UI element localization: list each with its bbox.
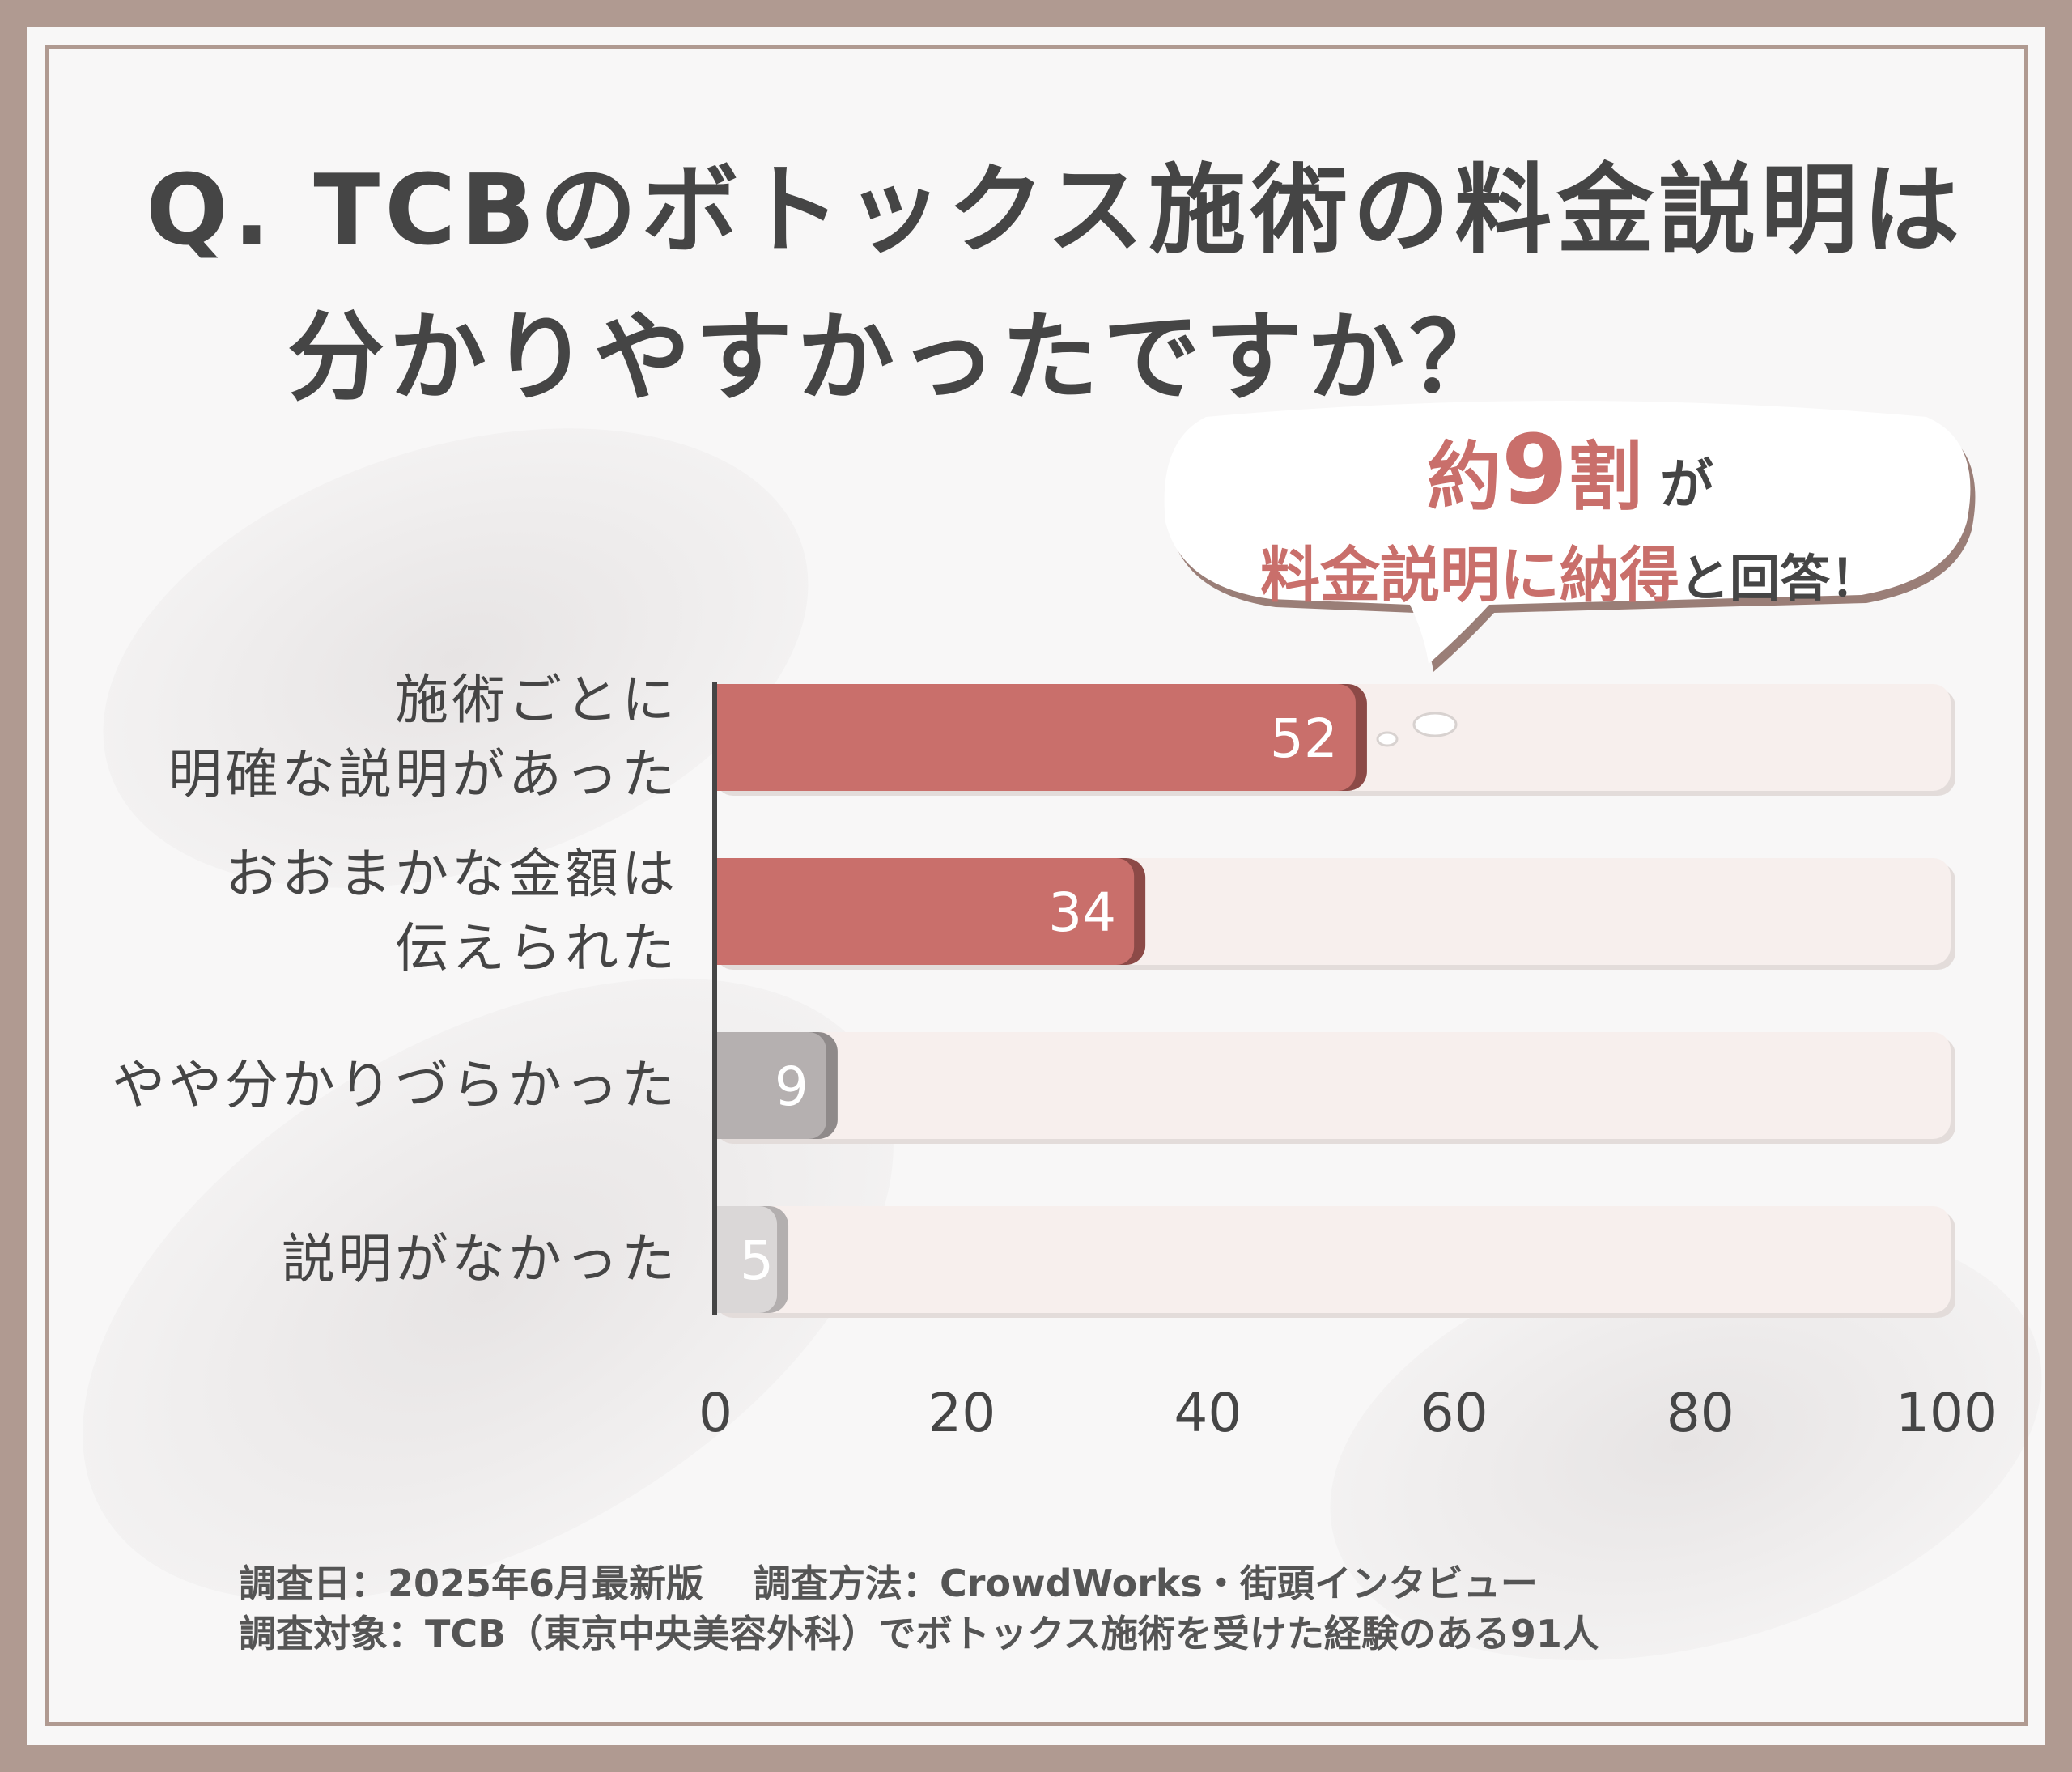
x-tick-label: 80 (1667, 1382, 1734, 1444)
bar-value-label: 5 (740, 1230, 774, 1292)
callout-line2: 料金説明に納得と回答！ (1166, 532, 1975, 623)
x-tick-label: 20 (928, 1382, 996, 1444)
bar-track (715, 1032, 1951, 1139)
decorative-frame (45, 45, 2028, 1726)
category-label: おおまかな金額は (225, 843, 678, 905)
survey-target: 調査対象：TCB（東京中央美容外科）でボトックス施術を受けた経験のある91人 (239, 1612, 1599, 1655)
thought-dot-small (1376, 731, 1399, 747)
bar-left-square (715, 1206, 740, 1313)
bar (715, 858, 1135, 965)
chart-title-line1: Q. TCBのボトックス施術の料金説明は (146, 155, 1965, 267)
chart-title: Q. TCBのボトックス施術の料金説明は 分かりやすかったですか？ (146, 138, 1975, 432)
survey-date-method: 調査日：2025年6月最新版 調査方法：CrowdWorks・街頭インタビュー (239, 1562, 1538, 1605)
x-tick-label: 100 (1896, 1382, 1998, 1444)
bar-left-square (715, 684, 740, 791)
speech-bubble (1164, 401, 1976, 672)
x-tick-label: 60 (1420, 1382, 1488, 1444)
x-tick-label: 40 (1174, 1382, 1242, 1444)
callout-accent-number: 9 (1501, 414, 1569, 525)
category-label: 明確な説明があった (168, 743, 678, 805)
bar-left-square (715, 858, 740, 965)
callout-line1: 約9割が (1166, 421, 1975, 533)
bar-left-square (715, 1032, 740, 1139)
callout-plain-text: が (1660, 453, 1714, 516)
bar-value-label: 34 (1048, 882, 1116, 944)
bar (715, 684, 1356, 791)
category-label: 伝えられた (395, 917, 678, 979)
bar-value-label: 52 (1270, 708, 1338, 770)
bar (715, 1032, 826, 1139)
category-label: 説明がなかった (282, 1228, 678, 1290)
callout-plain-text-2: と回答！ (1679, 549, 1880, 608)
x-tick-label: 0 (698, 1382, 732, 1444)
callout-accent-text: 料金説明に納得 (1259, 541, 1679, 610)
category-label: 施術ごとに (395, 669, 678, 731)
bar-value-label: 9 (775, 1056, 809, 1118)
callout-text: 約9割が 料金説明に納得と回答！ (1166, 421, 1975, 623)
chart-title-line2: 分かりやすかったですか？ (287, 302, 1511, 414)
callout-accent-suffix: 割 (1568, 434, 1643, 521)
callout-accent-prefix: 約 (1426, 434, 1501, 521)
survey-footnote: 調査日：2025年6月最新版 調査方法：CrowdWorks・街頭インタビュー … (239, 1558, 1599, 1659)
bar-track (715, 1206, 1951, 1313)
category-label: やや分かりづらかった (112, 1054, 678, 1116)
thought-dot-large (1412, 712, 1458, 737)
